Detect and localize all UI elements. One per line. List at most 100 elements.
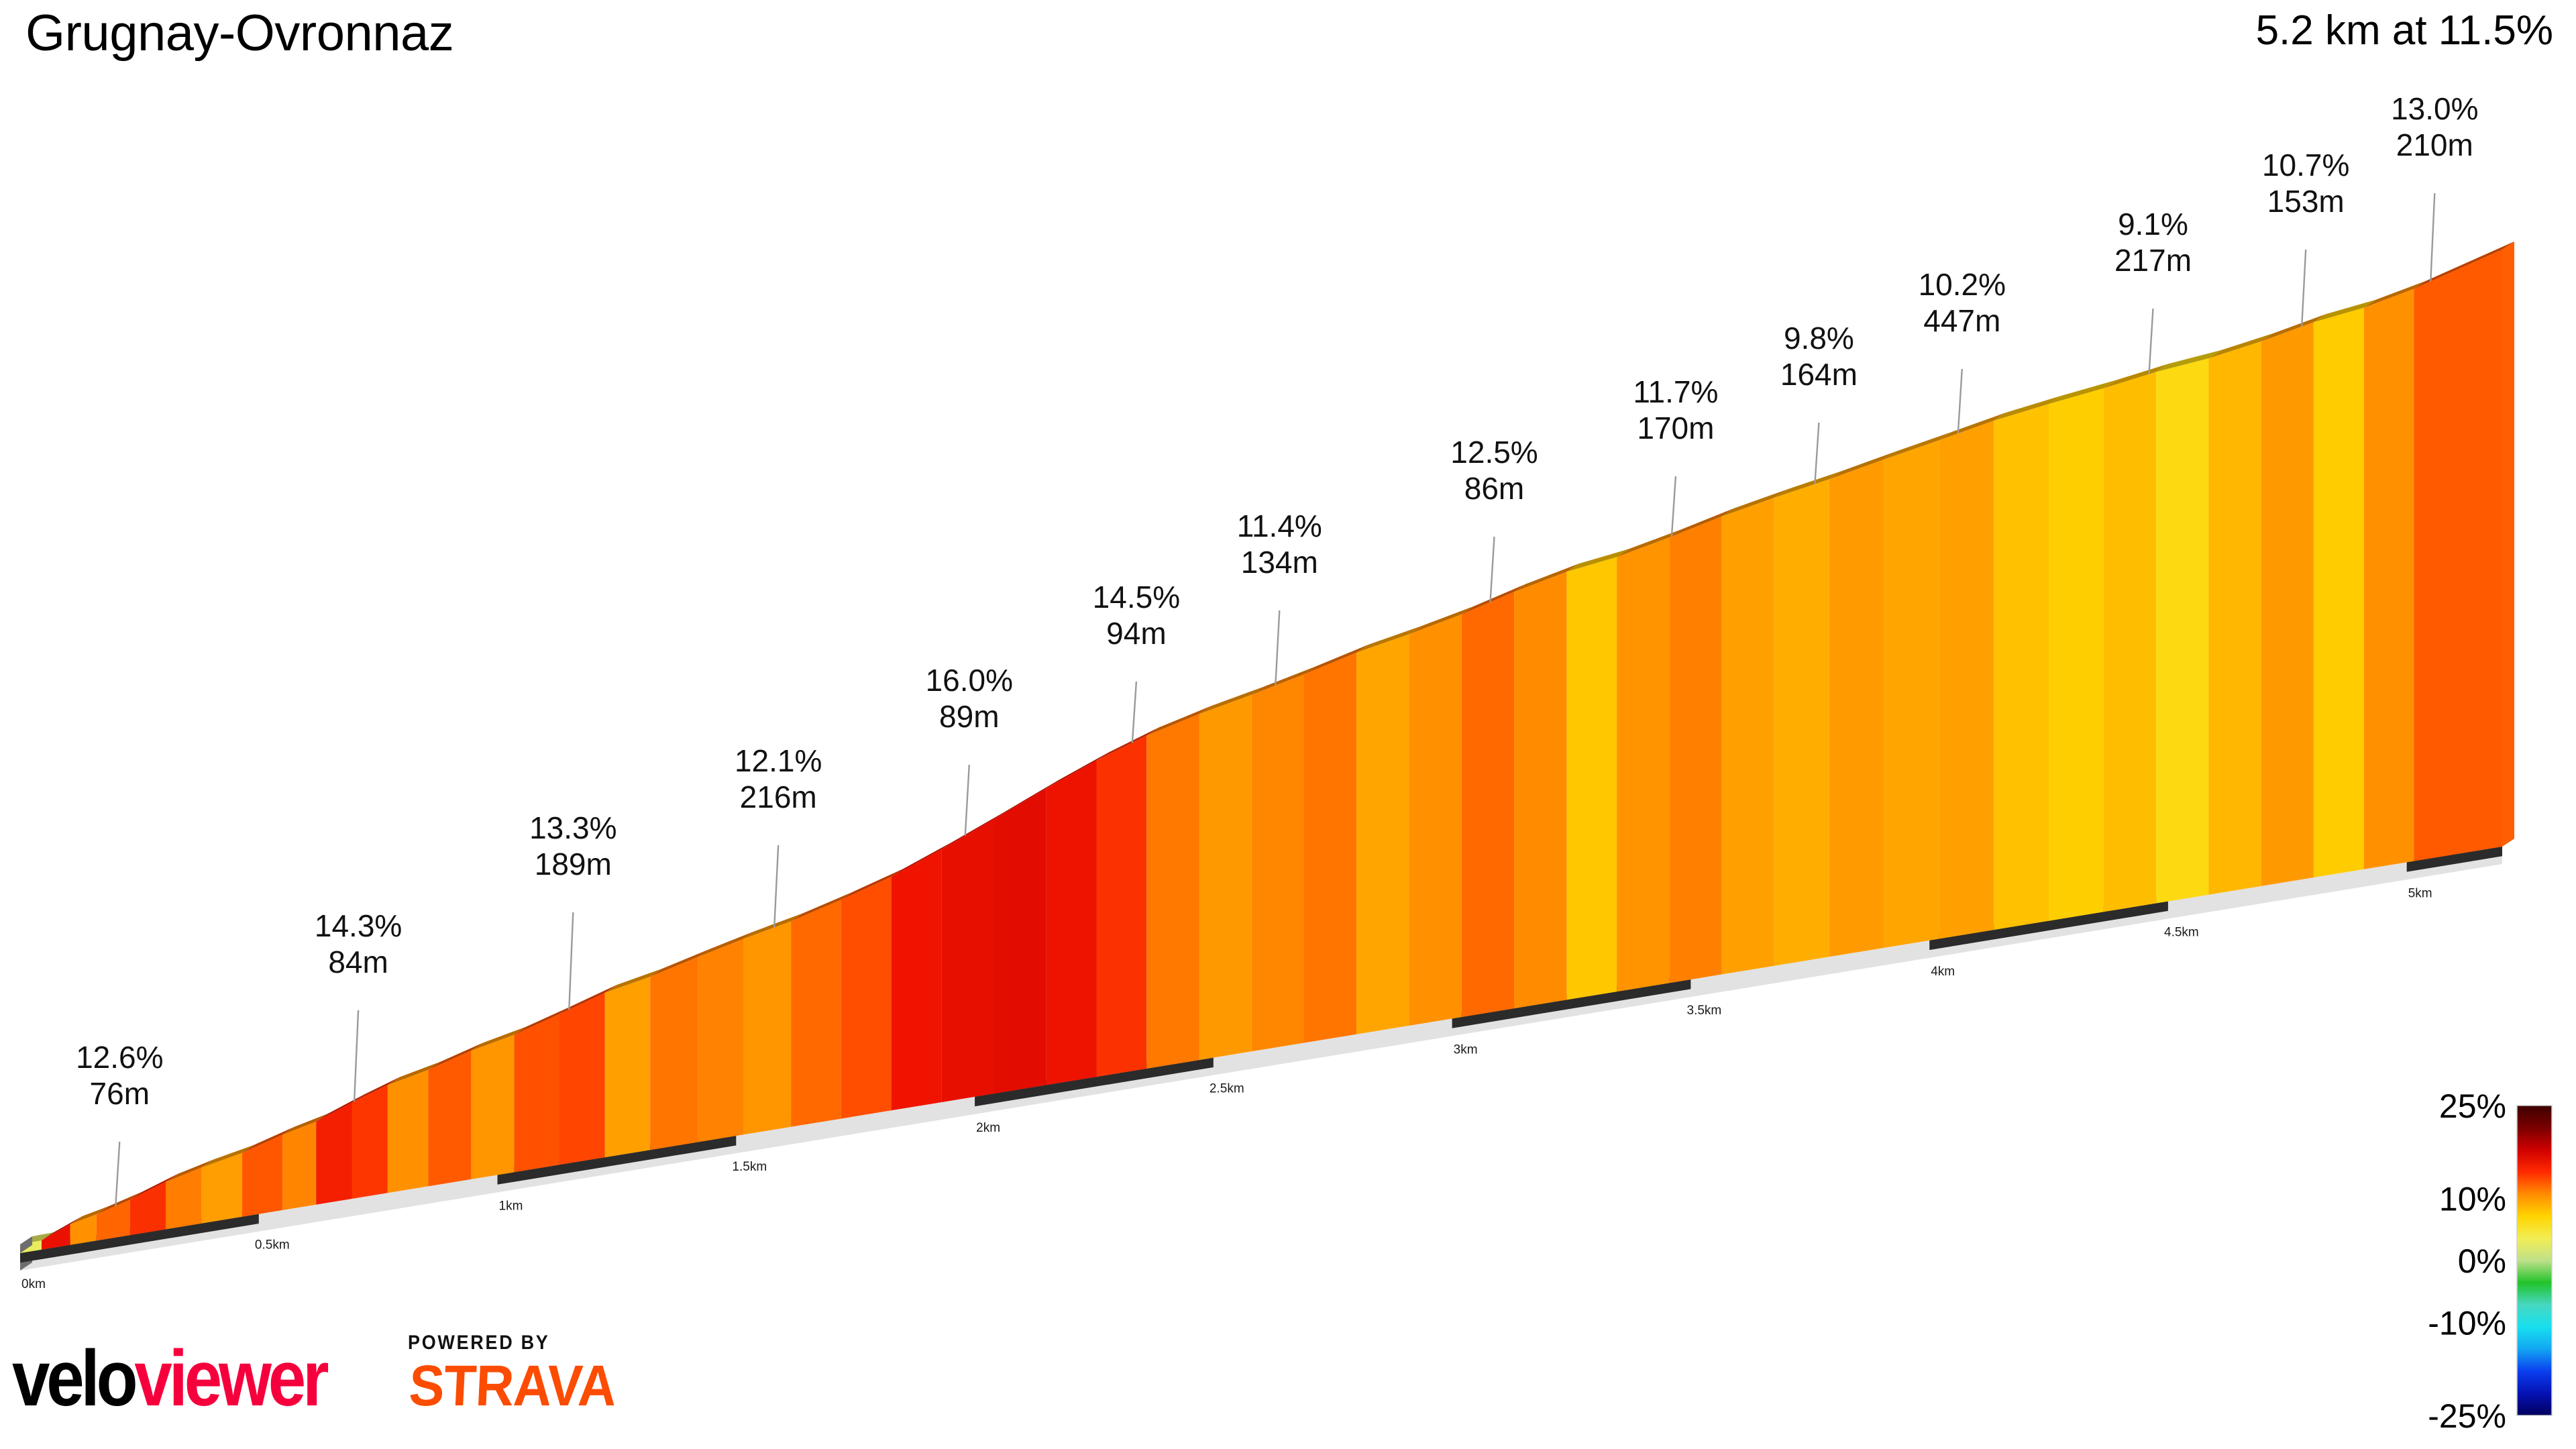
segment-top-face [471, 1026, 527, 1051]
callout-leader-line [1131, 681, 1138, 743]
segment-front-face [1829, 459, 1884, 957]
segment-top-face [1994, 396, 2061, 421]
segment-top-face [1146, 706, 1212, 736]
callout-gradient: 12.5% [1450, 435, 1538, 470]
segment-top-face [1409, 606, 1474, 635]
segment-top-face [241, 1126, 295, 1153]
segment-front-face [1096, 735, 1147, 1077]
segment-top-face [1199, 686, 1264, 714]
segment-top-face [2414, 241, 2514, 289]
callout-leader-line [1275, 610, 1281, 686]
veloviewer-logo[interactable]: veloviewer POWERED BY STRAVA [12, 1332, 632, 1418]
callout-gradient: 14.5% [1093, 580, 1180, 614]
legend-tick-label: 10% [2439, 1181, 2506, 1218]
segment-front-face [698, 938, 743, 1142]
callout-gradient: 10.7% [2262, 148, 2349, 182]
segment-front-face [994, 788, 1046, 1094]
segment-front-face [891, 849, 942, 1111]
callout-length: 189m [535, 847, 612, 881]
callout-gradient: 9.8% [1784, 321, 1854, 356]
legend-tick-label: 0% [2458, 1242, 2506, 1280]
segment-front-face [129, 1181, 166, 1236]
segment-top-face [841, 869, 904, 900]
distance-tick-label: 2km [976, 1121, 1000, 1135]
segment-top-face [2103, 364, 2169, 388]
callout-leader-line [115, 1141, 121, 1206]
segment-top-face [1829, 451, 1896, 480]
gradient-legend[interactable]: 25% 10% 0% -10% -25% [2428, 1087, 2553, 1435]
segment-front-face [559, 993, 605, 1165]
segment-top-face [1046, 752, 1109, 788]
segment-top-face [1356, 626, 1421, 653]
segment-front-face [2049, 388, 2104, 921]
segment-front-face [941, 819, 994, 1103]
callout-leader-line [1670, 476, 1677, 537]
callout-gradient: 11.7% [1633, 374, 1718, 409]
segment-front-face [650, 957, 698, 1150]
segment-front-face [791, 900, 841, 1127]
segment-top-face [42, 1216, 83, 1240]
distance-tick-label: 3km [1454, 1042, 1478, 1057]
segment-front-face [1566, 557, 1617, 1000]
callout-leader-line [964, 764, 970, 836]
segment-front-face [2414, 250, 2502, 861]
segment-top-face [2049, 380, 2116, 405]
segment-top-face [96, 1191, 142, 1215]
segment-top-face [2363, 280, 2426, 308]
segment-top-face [559, 985, 617, 1014]
segment-top-face [1884, 432, 1951, 460]
callout-length: 164m [1780, 357, 1858, 392]
distance-tick-label: 4km [1931, 965, 1955, 979]
segment-front-face [1409, 614, 1462, 1026]
gradient-callouts: 12.6%76m14.3%84m13.3%189m12.1%216m16.0%8… [76, 91, 2479, 1206]
callout-length: 153m [2267, 184, 2345, 219]
callout-leader-line [2301, 249, 2307, 327]
segment-front-face [1461, 592, 1515, 1018]
callout-length: 447m [1923, 303, 2000, 338]
callout-gradient: 13.0% [2391, 91, 2478, 126]
callout-length: 170m [1637, 411, 1714, 445]
segment-top-face [352, 1077, 400, 1103]
segment-top-face [1461, 584, 1527, 614]
callout-gradient: 13.3% [529, 810, 616, 845]
segment-top-face [2313, 299, 2376, 323]
segment-top-face [1304, 644, 1369, 675]
segment-top-face [1096, 727, 1159, 761]
callout-length: 216m [740, 780, 817, 814]
brand-velo: velo [12, 1334, 138, 1424]
powered-by-block: POWERED BY STRAVA [407, 1332, 633, 1418]
segment-top-face [891, 841, 954, 877]
segment-front-face [2363, 288, 2414, 869]
segment-front-face [1774, 479, 1829, 966]
base-km-block-dark-front [975, 1057, 1214, 1107]
segment-top-face [70, 1206, 109, 1224]
distance-tick-label: 3.5km [1687, 1004, 1722, 1018]
distance-tick-label: 1km [499, 1199, 523, 1214]
segment-front-face [1251, 674, 1304, 1052]
callout-length: 217m [2114, 243, 2192, 278]
callout-leader-line [1957, 368, 1963, 434]
segment-top-face [941, 811, 1006, 850]
segment-front-face [1304, 652, 1357, 1043]
segment-front-face [282, 1121, 317, 1210]
segment-top-face [166, 1159, 214, 1182]
distance-tick-label: 2.5km [1210, 1082, 1244, 1096]
segment-front-face [1514, 572, 1567, 1009]
segment-top-face [1251, 666, 1316, 695]
callout-leader-line [773, 845, 780, 928]
segment-front-face [1617, 537, 1670, 992]
segment-front-face [2313, 307, 2364, 877]
callout-gradient: 16.0% [926, 663, 1013, 698]
callout-gradient: 11.4% [1237, 508, 1322, 543]
legend-colorbar[interactable] [2516, 1105, 2553, 1416]
segment-top-face [1514, 564, 1579, 592]
base-km-block-dark-front [2406, 847, 2502, 872]
segment-front-face [1356, 634, 1409, 1034]
segment-top-face [316, 1094, 364, 1122]
segment-top-face [994, 780, 1059, 820]
segment-top-face [1566, 549, 1629, 572]
segment-top-face [650, 949, 710, 977]
segment-top-face [1617, 529, 1682, 557]
